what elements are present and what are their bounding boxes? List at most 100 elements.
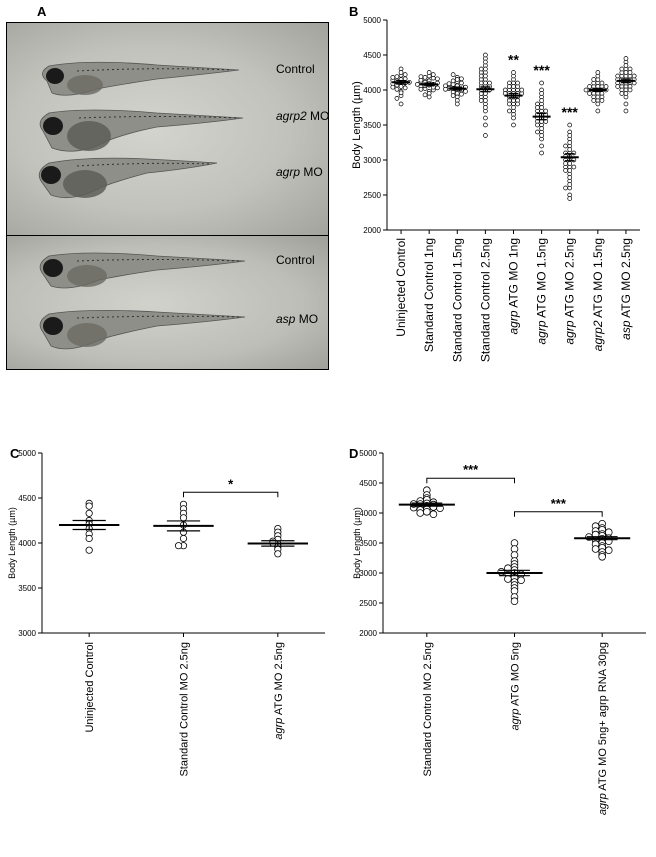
y-tick-label: 4500 (18, 494, 36, 503)
data-point (619, 91, 625, 96)
data-point (274, 528, 282, 536)
data-point (459, 84, 464, 89)
data-point (443, 86, 448, 92)
data-point (599, 80, 605, 86)
y-tick-label: 2500 (363, 191, 381, 200)
data-point (599, 87, 605, 93)
data-point (598, 551, 606, 559)
data-point (429, 498, 438, 507)
data-point (595, 108, 601, 114)
data-point (174, 542, 183, 550)
data-point (504, 564, 512, 572)
data-point (510, 545, 519, 553)
y-tick-label: 2000 (363, 226, 381, 235)
data-point (563, 154, 568, 159)
data-point (390, 84, 396, 90)
data-point (409, 500, 418, 508)
data-point (429, 510, 438, 519)
significance-label: *** (533, 62, 550, 78)
data-point (274, 550, 282, 558)
data-point (402, 76, 408, 82)
data-point (483, 80, 488, 86)
data-point (443, 83, 448, 89)
data-point (571, 157, 577, 163)
data-point (591, 522, 600, 530)
y-tick-label: 3500 (18, 584, 36, 593)
data-point (504, 575, 512, 583)
x-tick-label: Uninjected Control (394, 238, 408, 337)
panel-label-c: C (10, 446, 20, 461)
data-point (567, 192, 573, 198)
data-point (450, 72, 456, 77)
data-point (423, 486, 431, 495)
data-point (450, 86, 456, 92)
data-point (595, 91, 601, 96)
data-point (511, 87, 516, 93)
data-point (483, 84, 488, 89)
data-point (435, 76, 440, 82)
data-point (418, 86, 424, 92)
data-point (446, 81, 452, 87)
data-point (604, 537, 613, 545)
data-point (502, 91, 508, 96)
data-point (587, 91, 592, 96)
data-point (510, 581, 519, 589)
data-point (510, 587, 519, 595)
data-point (627, 73, 633, 79)
data-point (535, 115, 540, 121)
data-point (85, 534, 93, 543)
data-point (517, 576, 525, 584)
data-point (591, 527, 600, 535)
data-point (416, 506, 425, 514)
micrograph-top-half (7, 23, 328, 235)
panel-label-d: D (349, 446, 359, 461)
data-point (426, 70, 432, 75)
data-point (390, 81, 396, 87)
data-point (510, 557, 519, 565)
data-point (422, 77, 428, 82)
data-point (511, 77, 516, 82)
data-point (85, 516, 93, 525)
data-point (430, 84, 436, 90)
photo-label-agrp-mo: agrp MO (276, 165, 323, 179)
data-point (539, 119, 544, 124)
data-point (394, 82, 400, 88)
data-point (571, 150, 577, 156)
data-point (418, 84, 424, 89)
data-point (415, 82, 420, 87)
data-point (567, 150, 573, 156)
data-point (595, 94, 601, 100)
data-point (487, 87, 492, 93)
data-point (539, 150, 544, 156)
data-point (517, 570, 525, 578)
larva-agrp-mo (38, 157, 218, 199)
data-point (604, 534, 613, 542)
y-tick-label: 3000 (18, 629, 36, 638)
x-tick-label: agrp ATG MO 1ng (507, 238, 521, 335)
data-point (426, 89, 432, 94)
data-point (595, 73, 601, 79)
data-point (631, 77, 637, 82)
data-point (539, 126, 544, 131)
data-point (454, 79, 460, 84)
data-point (416, 502, 425, 511)
data-point (422, 75, 428, 80)
data-point (483, 115, 488, 121)
data-point (478, 77, 484, 82)
data-point (459, 80, 464, 86)
data-point (604, 546, 613, 554)
data-point (567, 161, 573, 166)
data-point (426, 81, 432, 87)
data-point (510, 573, 519, 582)
data-point (454, 98, 460, 103)
data-point (394, 82, 400, 87)
data-point (567, 122, 573, 128)
photo-label-agrp2-mo: agrp2 MO (276, 109, 329, 123)
y-axis-label: Body Length (µm) (7, 507, 17, 579)
data-point (615, 84, 621, 89)
data-point (398, 70, 404, 75)
data-point (539, 143, 544, 149)
data-point (595, 101, 601, 107)
data-point (571, 164, 577, 170)
data-point (619, 84, 625, 89)
